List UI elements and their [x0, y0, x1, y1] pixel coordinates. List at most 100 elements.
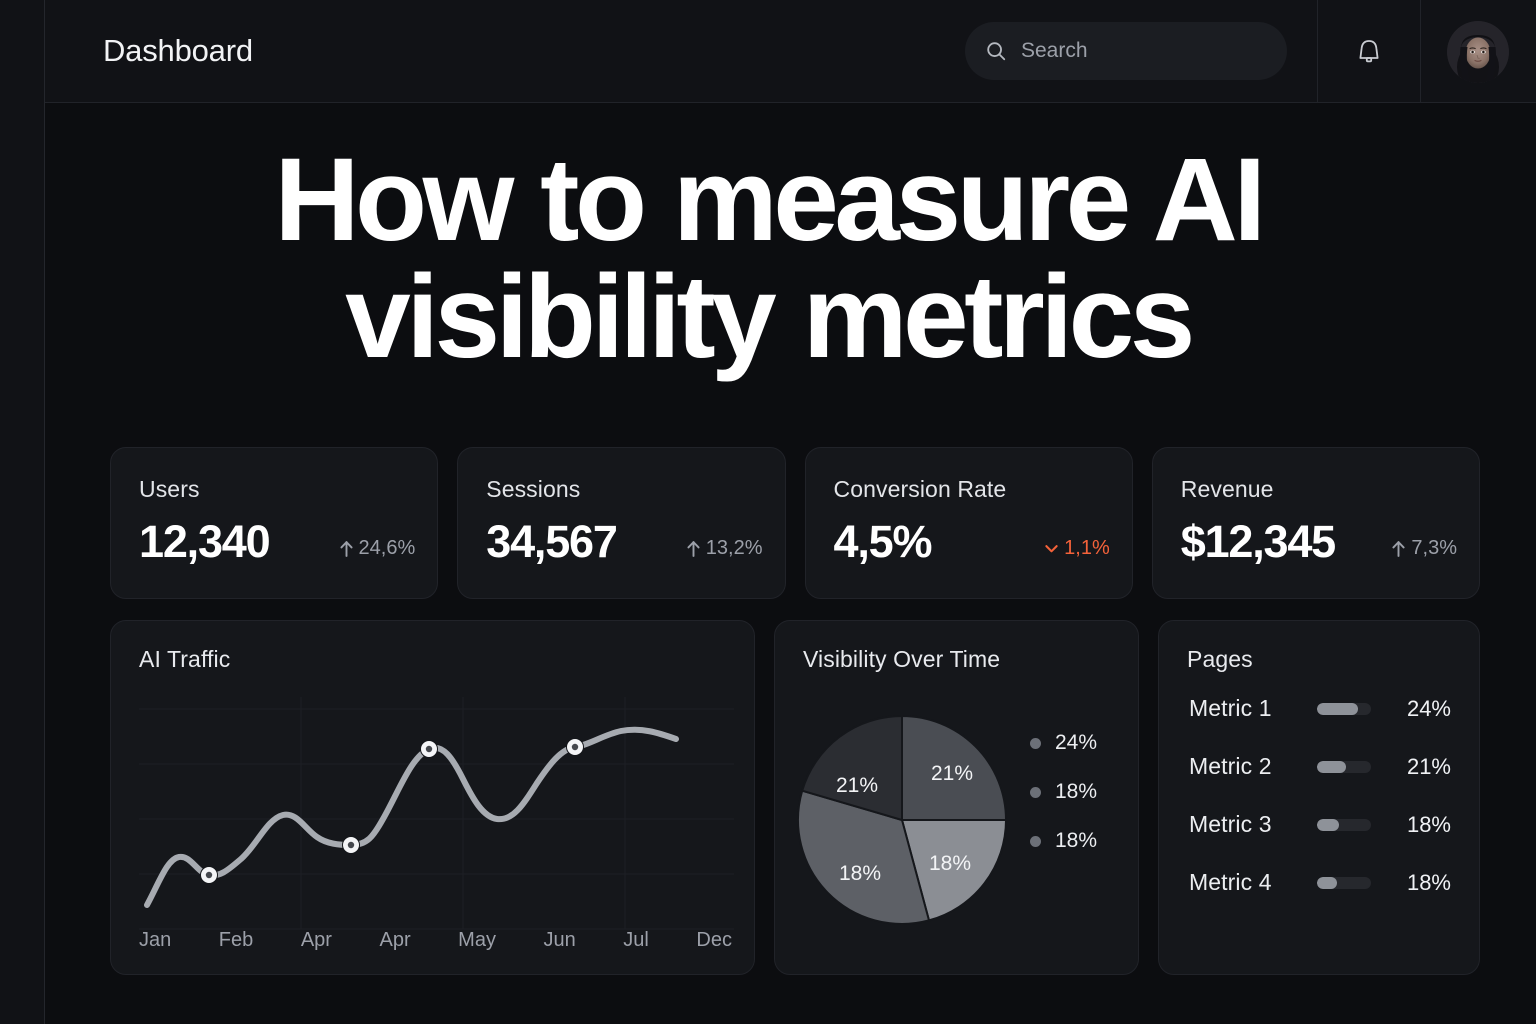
panel-ai-traffic: AI Traffic — [110, 620, 755, 975]
hero-line-2: visibility metrics — [345, 250, 1195, 383]
kpi-card-revenue[interactable]: Revenue $12,345 7,3% — [1151, 447, 1480, 599]
arrow-up-icon — [687, 541, 700, 557]
legend-label: 18% — [1055, 780, 1098, 803]
header-divider-left — [1317, 0, 1318, 103]
panel-title: Visibility Over Time — [803, 646, 1001, 672]
list-item[interactable]: Metric 1 24% — [1189, 693, 1451, 724]
progress-track — [1317, 876, 1371, 889]
line-markers — [200, 738, 584, 884]
page-title: Dashboard — [103, 33, 253, 68]
hero-headline: How to measure AI visibility metrics — [0, 141, 1536, 376]
pie-slice-1 — [901, 714, 1008, 821]
kpi-delta-value: 1,1% — [1064, 537, 1110, 559]
kpi-delta-value: 13,2% — [705, 537, 763, 559]
pages-metric-list: Metric 1 24% Metric 2 21% Metric 3 — [1189, 693, 1451, 898]
metric-name: Metric 2 — [1189, 753, 1272, 779]
legend-item[interactable]: 18% — [1030, 829, 1097, 853]
kpi-label: Conversion Rate — [833, 476, 1007, 502]
kpi-value: $12,345 — [1180, 516, 1336, 567]
kpi-delta: 7,3% — [1391, 537, 1457, 560]
kpi-card-sessions[interactable]: Sessions 34,567 13,2% — [457, 447, 786, 599]
sidebar-item-help[interactable] — [0, 610, 40, 629]
hero-line-1: How to measure AI — [274, 134, 1266, 266]
line-chart[interactable] — [111, 687, 754, 974]
progress-fill — [1317, 760, 1347, 773]
metric-value: 21% — [1406, 753, 1451, 779]
legend-dot-icon — [1030, 835, 1041, 847]
list-item[interactable]: Metric 3 18% — [1189, 809, 1451, 840]
pie-slice-2 — [900, 819, 1008, 922]
line-chart-svg — [139, 697, 734, 930]
x-tick: Jun — [543, 929, 576, 951]
pie-slice-3 — [797, 789, 931, 925]
kpi-label: Sessions — [486, 476, 581, 502]
pie-slice-label-2: 18% — [929, 852, 971, 875]
avatar-button[interactable] — [1420, 0, 1536, 103]
progress-fill — [1317, 876, 1337, 889]
panel-title: Pages — [1187, 646, 1253, 672]
pie-slice-4 — [800, 714, 903, 822]
arrow-up-icon — [1392, 541, 1405, 557]
list-item[interactable]: Metric 4 18% — [1189, 867, 1451, 898]
sidebar-item-dashboard[interactable] — [0, 152, 40, 171]
kpi-value: 34,567 — [486, 516, 618, 567]
legend-dot-icon — [1030, 786, 1041, 798]
metric-name: Metric 1 — [1189, 695, 1272, 721]
x-tick: Apr — [300, 929, 332, 951]
panel-pages: Pages Metric 1 24% Metric 2 21% — [1158, 620, 1480, 975]
pie-slice-label-4: 21% — [836, 774, 878, 797]
panel-visibility-over-time: Visibility Over Time 21% 18% 18% — [774, 620, 1139, 975]
metric-value: 18% — [1406, 869, 1451, 895]
grid-lines — [139, 697, 734, 930]
kpi-value: 4,5% — [833, 516, 933, 567]
kpi-delta: 1,1% — [1044, 537, 1110, 560]
chevron-down-icon — [1045, 545, 1058, 553]
metric-name: Metric 4 — [1189, 869, 1272, 895]
x-tick: Dec — [696, 929, 732, 951]
legend-item[interactable]: 24% — [1030, 731, 1097, 755]
sidebar-item-visitors[interactable]: Visitors — [0, 225, 40, 248]
pie-chart-svg: 21% 18% 18% 21% — [797, 714, 1008, 925]
sidebar-item-analytics[interactable]: Analytics — [0, 342, 40, 365]
kpi-delta: 13,2% — [686, 537, 763, 560]
sidebar: Visitors Analytics Settings — [0, 0, 45, 1024]
avatar — [1447, 20, 1509, 83]
panel-row: AI Traffic — [110, 620, 1480, 975]
legend-dot-icon — [1030, 737, 1041, 749]
legend-item[interactable]: 18% — [1030, 780, 1097, 804]
sidebar-item-settings[interactable]: Settings — [0, 541, 40, 564]
progress-track — [1317, 702, 1371, 715]
progress-fill — [1317, 702, 1358, 715]
kpi-label: Revenue — [1180, 476, 1274, 502]
kpi-card-conversion-rate[interactable]: Conversion Rate 4,5% 1,1% — [804, 447, 1133, 599]
x-tick: Feb — [218, 929, 254, 951]
header-divider-right — [1420, 0, 1421, 103]
hero-title: How to measure AI visibility metrics — [0, 141, 1536, 376]
x-tick: May — [458, 929, 496, 951]
pie-slice-label-1: 21% — [931, 762, 973, 785]
top-header: Dashboard — [45, 0, 1536, 103]
progress-track — [1317, 760, 1371, 773]
search-bar[interactable] — [965, 22, 1287, 80]
search-input[interactable] — [1021, 39, 1267, 63]
pie-legend: 24% 18% 18% — [1030, 731, 1097, 853]
search-icon — [987, 42, 1006, 61]
metric-name: Metric 3 — [1189, 811, 1272, 837]
panel-title: AI Traffic — [139, 646, 231, 672]
avatar-photo — [1447, 20, 1509, 83]
list-item[interactable]: Metric 2 21% — [1189, 751, 1451, 782]
line-series-path — [144, 726, 679, 908]
kpi-value: 12,340 — [139, 516, 271, 567]
kpi-card-users[interactable]: Users 12,340 24,6% — [110, 447, 439, 599]
sidebar-item-layers[interactable] — [0, 412, 40, 431]
pie-slice-label-3: 18% — [839, 862, 881, 885]
legend-label: 24% — [1055, 731, 1098, 754]
notifications-button[interactable] — [1317, 0, 1420, 103]
pie-chart[interactable]: 21% 18% 18% 21% — [797, 705, 1008, 935]
metric-value: 18% — [1406, 811, 1451, 837]
bell-icon — [1359, 39, 1378, 62]
kpi-label: Users — [139, 476, 200, 502]
kpi-delta-value: 24,6% — [358, 537, 416, 559]
metric-value: 24% — [1406, 695, 1451, 721]
